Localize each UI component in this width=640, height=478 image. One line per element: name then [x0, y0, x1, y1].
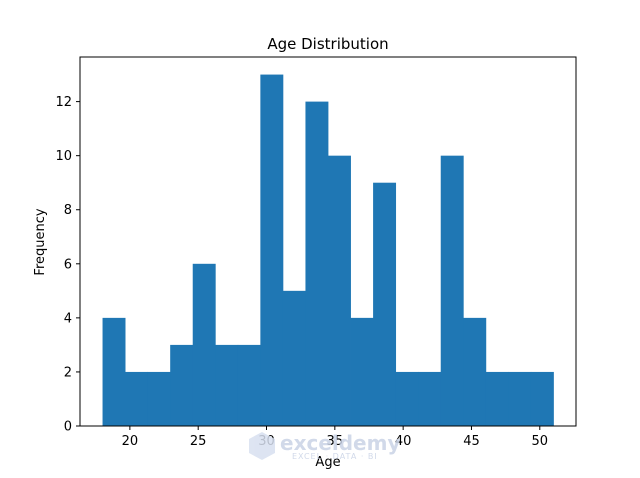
exceldemy-logo-icon: [249, 432, 275, 460]
y-tick-label: 6: [64, 257, 72, 272]
histogram-bar-17: [485, 371, 509, 426]
watermark: exceldemy EXCEL · DATA · BI: [249, 431, 401, 461]
histogram-bar-12: [373, 182, 397, 426]
histogram-bar-5: [215, 344, 239, 426]
x-tick-label: 50: [532, 434, 549, 449]
histogram-bar-1: [125, 371, 149, 426]
y-tick-label: 2: [64, 365, 72, 380]
y-axis-ticks: 0 2 4 6 8 10 12: [55, 95, 80, 435]
x-tick-label: 25: [190, 434, 207, 449]
plot-frame: [79, 56, 577, 427]
histogram-bar-8: [282, 290, 306, 426]
histogram-bar-4: [192, 263, 216, 426]
histogram-bar-7: [260, 74, 284, 427]
histogram-bar-15: [440, 155, 464, 426]
y-tick-label: 0: [64, 420, 72, 435]
histogram-bar-13: [395, 371, 419, 426]
watermark-tagline: EXCEL · DATA · BI: [292, 452, 378, 461]
histogram-bar-11: [350, 317, 374, 426]
x-tick-label: 35: [327, 434, 344, 449]
y-tick-label: 4: [64, 311, 72, 326]
x-tick-label: 20: [122, 434, 139, 449]
histogram-bar-0: [102, 317, 126, 426]
histogram-bars: [102, 74, 554, 427]
y-tick-label: 10: [55, 149, 72, 164]
watermark-brand: exceldemy: [280, 431, 401, 455]
histogram-bar-19: [530, 371, 554, 426]
y-tick-label: 8: [64, 203, 72, 218]
histogram-bar-9: [305, 101, 329, 426]
y-axis-label: Frequency: [33, 208, 48, 275]
x-tick-label: 40: [395, 434, 412, 449]
x-axis-ticks: 20253035404550: [122, 426, 548, 449]
histogram-bar-14: [418, 371, 442, 426]
histogram-bar-3: [170, 344, 194, 426]
y-tick-label: 12: [55, 95, 72, 110]
histogram-bar-2: [147, 371, 171, 426]
histogram-bar-10: [328, 155, 351, 426]
chart-title: Age Distribution: [267, 35, 388, 53]
x-axis-label: Age: [315, 455, 340, 470]
histogram-bar-6: [237, 344, 261, 426]
histogram-bar-16: [463, 317, 487, 426]
histogram-bar-18: [508, 371, 532, 426]
x-tick-label: 45: [463, 434, 480, 449]
